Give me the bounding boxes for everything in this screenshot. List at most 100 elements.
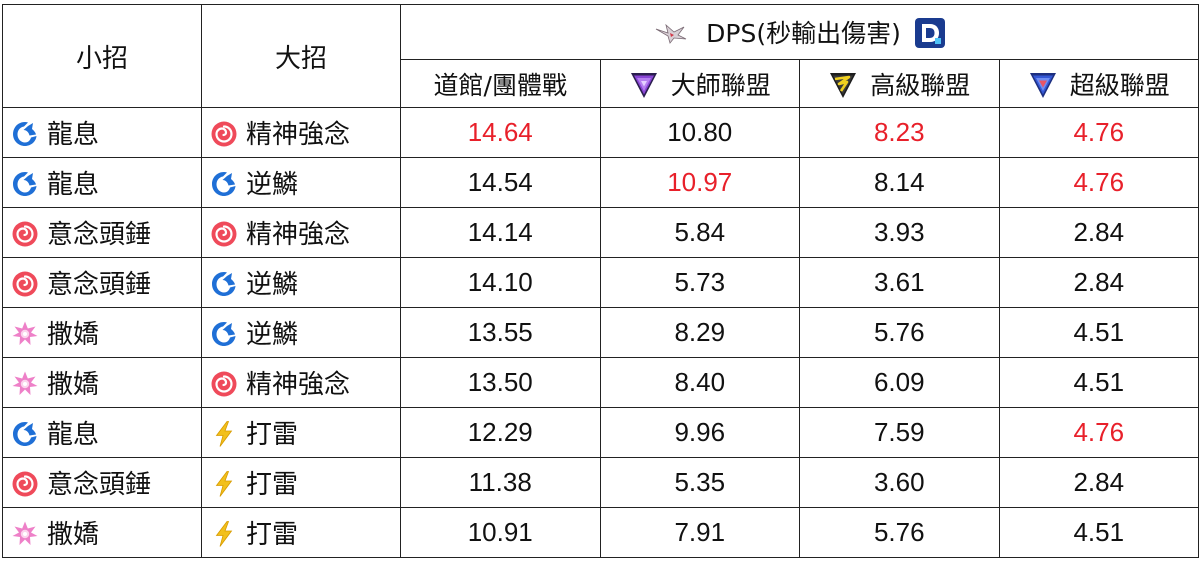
dps-value: 14.64 <box>400 107 601 158</box>
table-row: 意念頭錘 逆鱗 14.10 5.73 3.61 2.84 <box>2 257 1200 308</box>
move-name: 打雷 <box>246 520 299 550</box>
electric-type-icon <box>210 420 238 448</box>
fairy-type-icon <box>11 320 39 348</box>
charged-move-cell: 打雷 <box>201 457 401 508</box>
move-name: 精神強念 <box>246 220 351 250</box>
master-league-header: 大師聯盟 <box>599 59 800 108</box>
move-name: 龍息 <box>47 170 100 200</box>
dps-value: 5.76 <box>799 307 1000 358</box>
dps-value: 5.84 <box>599 207 800 258</box>
fast-move-cell: 龍息 <box>2 107 202 158</box>
dps-value: 13.50 <box>400 357 601 408</box>
charged-move-cell: 打雷 <box>201 507 401 558</box>
dps-value: 8.23 <box>799 107 1000 158</box>
move-name: 撒嬌 <box>47 320 100 350</box>
move-name: 意念頭錘 <box>47 270 152 300</box>
dps-title-text: DPS(秒輸出傷害) <box>706 19 901 48</box>
dps-value: 10.80 <box>599 107 800 158</box>
dps-value: 5.35 <box>599 457 800 508</box>
league-label: 超級聯盟 <box>1069 70 1170 100</box>
table-row: 撒嬌 精神強念 13.50 8.40 6.09 4.51 <box>2 357 1200 408</box>
dps-value: 3.61 <box>799 257 1000 308</box>
dps-table: 小招 大招 DPS(秒輸出傷害) 道館/團體戰 大師聯盟 高級聯盟 超級聯盟 龍息 <box>2 4 1200 558</box>
fairy-type-icon <box>11 520 39 548</box>
charged-move-cell: 逆鱗 <box>201 307 401 358</box>
gym-raid-header: 道館/團體戰 <box>400 59 601 108</box>
dps-value: 2.84 <box>998 207 1200 258</box>
dragon-type-icon <box>11 170 39 198</box>
dragon-type-icon <box>210 170 238 198</box>
charged-move-cell: 精神強念 <box>201 357 401 408</box>
move-name: 意念頭錘 <box>47 470 152 500</box>
psychic-type-icon <box>210 370 238 398</box>
charged-move-cell: 精神強念 <box>201 107 401 158</box>
fast-move-cell: 意念頭錘 <box>2 257 202 308</box>
ultra-league-header: 高級聯盟 <box>799 59 1000 108</box>
dps-value: 8.14 <box>799 157 1000 208</box>
fast-move-cell: 意念頭錘 <box>2 457 202 508</box>
move-name: 逆鱗 <box>246 270 299 300</box>
fast-move-cell: 龍息 <box>2 157 202 208</box>
fast-move-cell: 撒嬌 <box>2 307 202 358</box>
psychic-type-icon <box>11 470 39 498</box>
dps-value: 8.29 <box>599 307 800 358</box>
dps-value: 4.51 <box>998 507 1200 558</box>
electric-type-icon <box>210 520 238 548</box>
table-row: 撒嬌 打雷 10.91 7.91 5.76 4.51 <box>2 507 1200 558</box>
move-name: 精神強念 <box>246 120 351 150</box>
move-name: 逆鱗 <box>246 170 299 200</box>
table-row: 龍息 逆鱗 14.54 10.97 8.14 4.76 <box>2 157 1200 208</box>
charged-move-header: 大招 <box>201 4 401 108</box>
charged-move-cell: 打雷 <box>201 407 401 458</box>
move-name: 龍息 <box>47 420 100 450</box>
table-row: 龍息 精神強念 14.64 10.80 8.23 4.76 <box>2 107 1200 158</box>
dps-value: 2.84 <box>998 457 1200 508</box>
psychic-type-icon <box>11 220 39 248</box>
site-logo-icon <box>914 18 945 48</box>
dragon-type-icon <box>11 420 39 448</box>
league-label: 大師聯盟 <box>670 70 771 100</box>
dps-value: 4.51 <box>998 357 1200 408</box>
great-league-icon <box>1028 70 1058 100</box>
move-name: 打雷 <box>246 470 299 500</box>
league-label: 道館/團體戰 <box>433 70 567 100</box>
dps-value: 6.09 <box>799 357 1000 408</box>
dps-value: 7.59 <box>799 407 1000 458</box>
dps-value: 10.91 <box>400 507 601 558</box>
move-name: 龍息 <box>47 120 100 150</box>
master-league-icon <box>629 70 659 100</box>
psychic-type-icon <box>210 120 238 148</box>
dragon-type-icon <box>11 120 39 148</box>
fast-move-cell: 撒嬌 <box>2 357 202 408</box>
dragon-type-icon <box>210 270 238 298</box>
dps-value: 14.10 <box>400 257 601 308</box>
pokemon-sprite-icon <box>655 23 687 44</box>
table-row: 撒嬌 逆鱗 13.55 8.29 5.76 4.51 <box>2 307 1200 358</box>
fast-move-cell: 龍息 <box>2 407 202 458</box>
ultra-league-icon <box>828 70 858 100</box>
dps-value: 10.97 <box>599 157 800 208</box>
dps-value: 2.84 <box>998 257 1200 308</box>
psychic-type-icon <box>11 270 39 298</box>
fast-move-cell: 撒嬌 <box>2 507 202 558</box>
dps-value: 13.55 <box>400 307 601 358</box>
dps-value: 7.91 <box>599 507 800 558</box>
dps-value: 14.54 <box>400 157 601 208</box>
dps-value: 11.38 <box>400 457 601 508</box>
table-row: 意念頭錘 精神強念 14.14 5.84 3.93 2.84 <box>2 207 1200 258</box>
dragon-type-icon <box>210 320 238 348</box>
fairy-type-icon <box>11 370 39 398</box>
dps-value: 4.76 <box>998 157 1200 208</box>
fast-move-header: 小招 <box>2 4 202 108</box>
charged-move-cell: 精神強念 <box>201 207 401 258</box>
move-name: 逆鱗 <box>246 320 299 350</box>
dps-value: 3.60 <box>799 457 1000 508</box>
dps-value: 4.76 <box>998 407 1200 458</box>
dps-value: 14.14 <box>400 207 601 258</box>
dps-value: 4.76 <box>998 107 1200 158</box>
league-label: 高級聯盟 <box>870 70 971 100</box>
table-row: 龍息 打雷 12.29 9.96 7.59 4.76 <box>2 407 1200 458</box>
dps-value: 5.76 <box>799 507 1000 558</box>
move-name: 精神強念 <box>246 370 351 400</box>
move-name: 撒嬌 <box>47 370 100 400</box>
